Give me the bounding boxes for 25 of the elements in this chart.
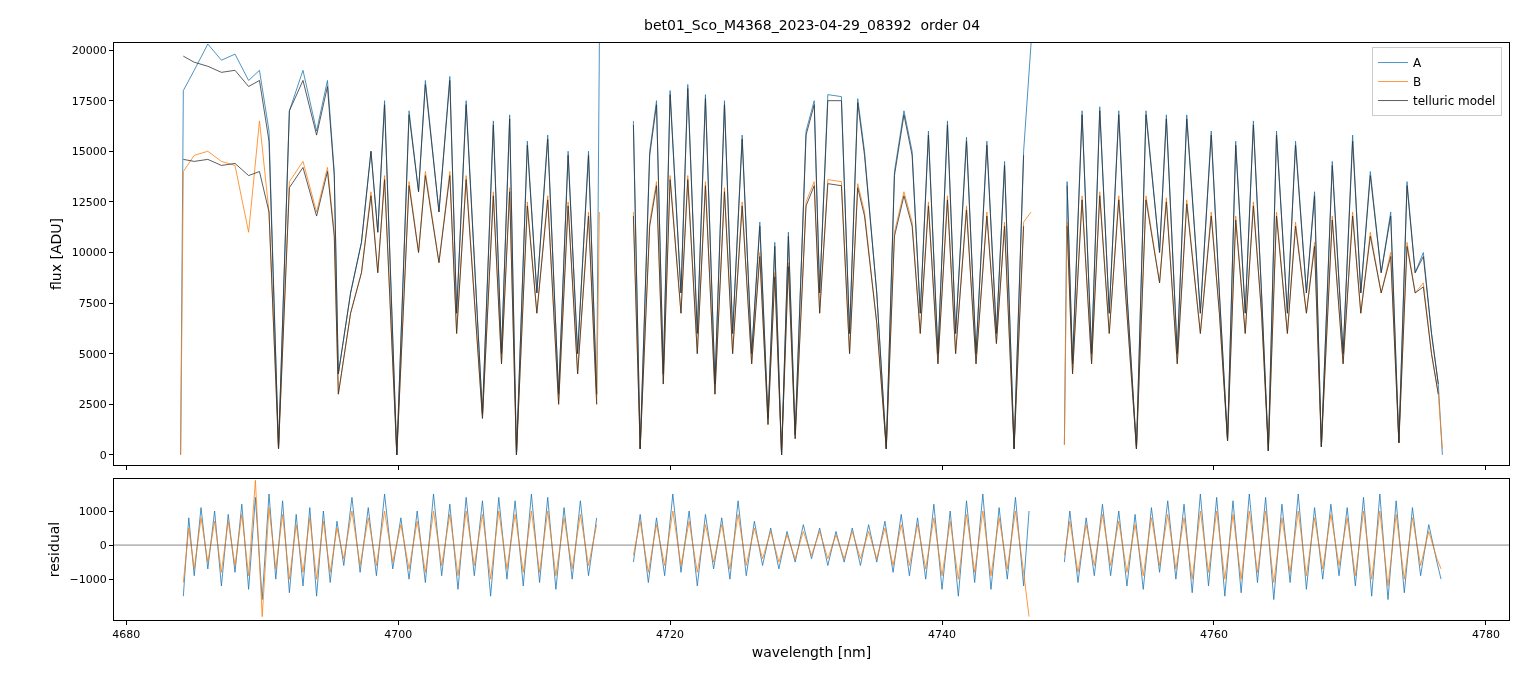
y-tick-label: 5000 <box>78 347 107 361</box>
legend-label: B <box>1413 75 1422 90</box>
y-tick-label: 15000 <box>71 145 107 159</box>
legend-label: A <box>1413 56 1423 71</box>
chart-title: bet01_Sco_M4368_2023-04-29_08392 order 04 <box>644 17 981 33</box>
x-tick-label: 4700 <box>384 628 413 642</box>
y-axis-title: residual <box>46 521 63 578</box>
y-tick-label: 0 <box>99 448 107 462</box>
x-tick-label: 4740 <box>928 628 957 642</box>
y-tick-label: 10000 <box>71 246 107 260</box>
y-tick-label: 7500 <box>78 296 107 310</box>
y-tick-label: 12500 <box>71 195 107 209</box>
x-tick-label: 4680 <box>112 628 141 642</box>
x-tick-label: 4760 <box>1199 628 1228 642</box>
y-tick-label: 1000 <box>78 504 107 518</box>
legend-label: telluric model <box>1413 94 1496 109</box>
x-axis-title: wavelength [nm] <box>751 643 872 660</box>
y-tick-label: 0 <box>99 538 107 552</box>
y-tick-label: −1000 <box>69 572 107 586</box>
x-tick-label: 4720 <box>656 628 685 642</box>
y-axis-title: flux [ADU] <box>48 218 65 290</box>
y-tick-label: 17500 <box>71 94 107 108</box>
y-tick-label: 2500 <box>78 398 107 412</box>
y-tick-label: 20000 <box>71 43 107 57</box>
x-tick-label: 4780 <box>1471 628 1500 642</box>
